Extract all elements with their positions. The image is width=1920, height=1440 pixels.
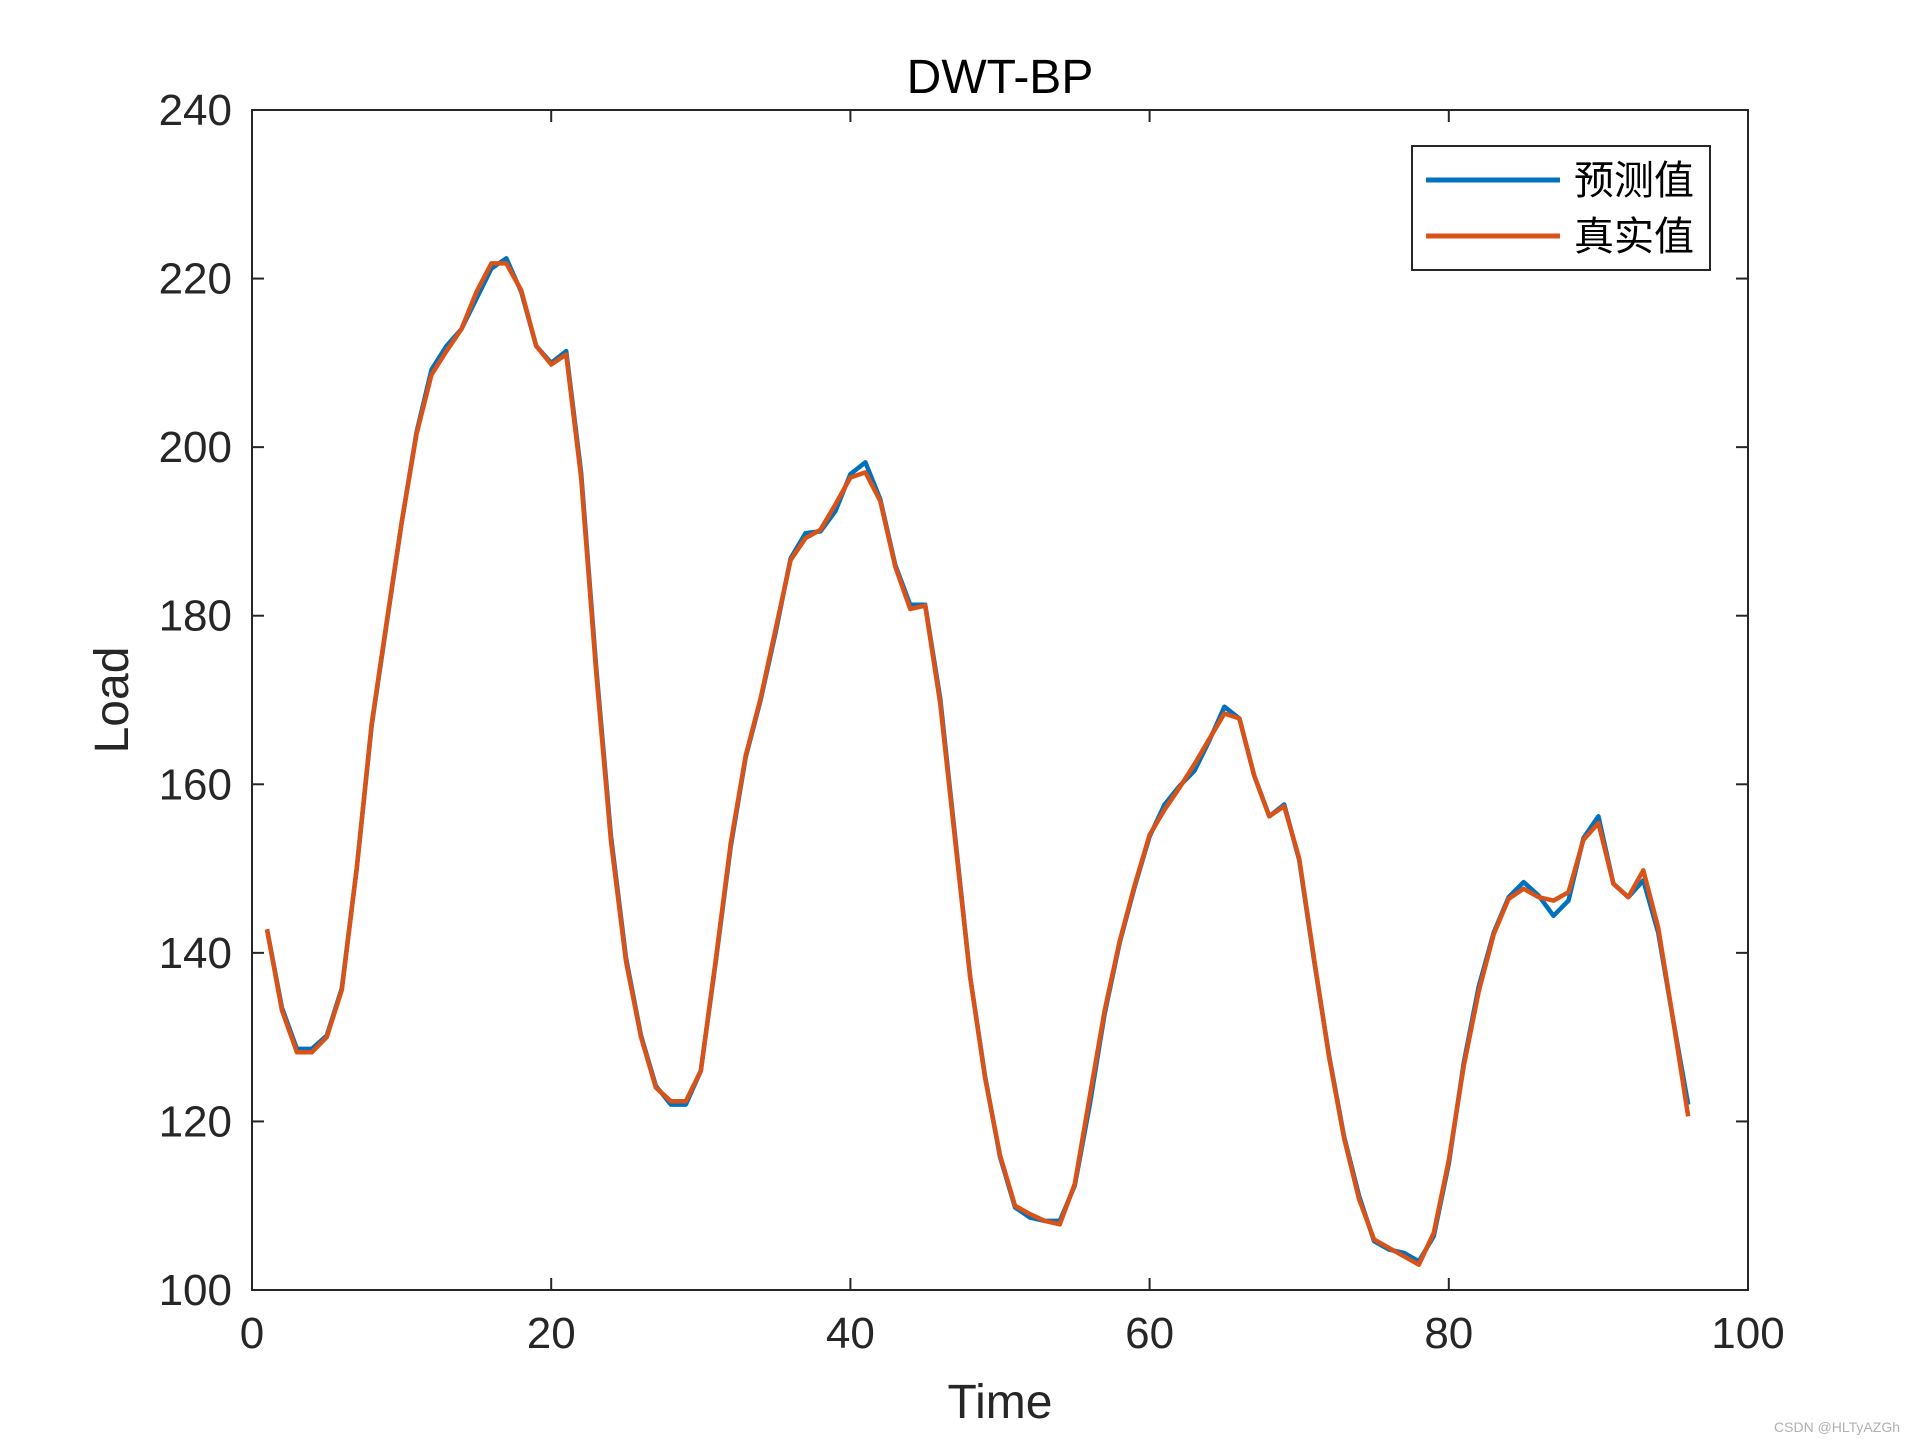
legend-label-predicted: 预测值 [1574, 158, 1694, 204]
y-tick-label: 140 [159, 929, 232, 978]
y-tick-label: 220 [159, 255, 232, 304]
y-tick-label: 240 [159, 86, 232, 135]
x-tick-label: 80 [1424, 1309, 1473, 1358]
axes-box [251, 109, 1749, 1291]
y-tick-label: 180 [159, 592, 232, 641]
plot-area [264, 256, 1691, 1267]
chart-title: DWT-BP [907, 51, 1094, 104]
y-axis-label: Load [86, 647, 139, 754]
y-tick-label: 120 [159, 1097, 232, 1146]
x-axis-label: Time [948, 1376, 1053, 1429]
x-tick-label: 20 [527, 1309, 576, 1358]
x-axis: 0 20 40 60 80 100 [240, 110, 1785, 1358]
y-tick-label: 160 [159, 760, 232, 809]
x-tick-label: 40 [826, 1309, 875, 1358]
y-tick-label: 200 [159, 423, 232, 472]
legend-label-actual: 真实值 [1574, 214, 1694, 260]
x-tick-label: 60 [1125, 1309, 1174, 1358]
series-line-actual [264, 261, 1691, 1267]
x-tick-label: 0 [240, 1309, 264, 1358]
legend: 预测值 真实值 [1411, 145, 1711, 271]
watermark: CSDN @HLTyAZGh [1774, 1419, 1900, 1435]
x-tick-label: 100 [1711, 1309, 1784, 1358]
y-axis: 100 120 140 160 180 200 220 240 [159, 86, 1748, 1315]
legend-box [1411, 145, 1711, 271]
y-tick-label: 100 [159, 1266, 232, 1315]
